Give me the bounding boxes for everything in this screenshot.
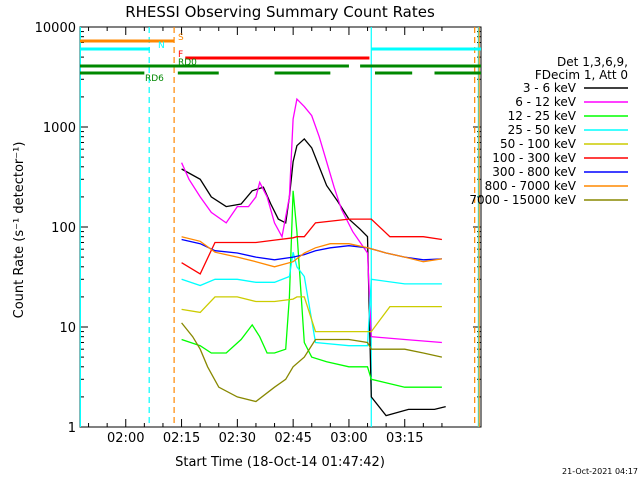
series-line-3 xyxy=(181,252,442,347)
vertical-marker-lines xyxy=(79,27,480,427)
series-line-7 xyxy=(181,236,442,268)
y-tick-label-2: 100 xyxy=(51,221,76,236)
series-line-1 xyxy=(181,97,442,344)
plot-frame xyxy=(79,26,482,428)
x-axis-ticks: 02:00 02:15 02:30 02:45 03:00 03:15 xyxy=(88,27,480,446)
legend-entry-1: 6 - 12 keV xyxy=(515,95,577,109)
flag-label-RD6: RD6 xyxy=(145,74,164,84)
y-tick-label-1: 10 xyxy=(59,321,76,336)
x-axis-label: Start Time (18-Oct-14 01:47:42) xyxy=(175,455,385,470)
x-tick-label-0: 02:00 xyxy=(107,431,144,446)
footer-timestamp: 21-Oct-2021 04:17 xyxy=(562,467,638,476)
series-line-2 xyxy=(181,190,442,388)
x-tick-label-2: 02:30 xyxy=(219,431,256,446)
legend-entry-5: 100 - 300 keV xyxy=(492,151,576,165)
legend-entry-8: 7000 - 15000 keV xyxy=(469,193,576,207)
y-axis-ticks: 1 10 100 1000 10000 xyxy=(35,21,481,436)
legend-entry-7: 800 - 7000 keV xyxy=(485,179,577,193)
y-tick-label-3: 1000 xyxy=(43,121,76,136)
flag-label-S: S xyxy=(178,33,184,43)
x-tick-label-5: 03:15 xyxy=(386,431,423,446)
y-tick-label-0: 1 xyxy=(68,421,76,436)
legend: Det 1,3,6,9, FDecim 1, Att 0 3 - 6 keV6 … xyxy=(469,55,628,207)
legend-entry-4: 50 - 100 keV xyxy=(500,137,577,151)
y-tick-label-4: 10000 xyxy=(35,21,76,36)
legend-header-2: FDecim 1, Att 0 xyxy=(535,68,628,82)
flag-label-RD0: RD0 xyxy=(178,58,197,68)
series-line-5 xyxy=(181,218,442,275)
y-axis-label: Count Rate (s⁻¹ detector⁻¹) xyxy=(12,142,27,319)
series-line-0 xyxy=(181,137,446,417)
x-tick-label-3: 02:45 xyxy=(274,431,311,446)
legend-entry-3: 25 - 50 keV xyxy=(508,123,577,137)
chart-title: RHESSI Observing Summary Count Rates xyxy=(125,3,435,21)
series-line-8 xyxy=(181,322,443,403)
series-line-4 xyxy=(181,296,442,333)
legend-entry-0: 3 - 6 keV xyxy=(523,81,577,95)
legend-header-1: Det 1,3,6,9, xyxy=(557,55,628,69)
legend-entry-2: 12 - 25 keV xyxy=(508,109,577,123)
legend-entry-6: 300 - 800 keV xyxy=(492,165,576,179)
series-lines xyxy=(181,97,446,417)
flag-label-N: N xyxy=(158,41,165,51)
x-tick-label-4: 03:00 xyxy=(330,431,367,446)
x-tick-label-1: 02:15 xyxy=(163,431,200,446)
flag-label-F: F xyxy=(178,50,183,60)
